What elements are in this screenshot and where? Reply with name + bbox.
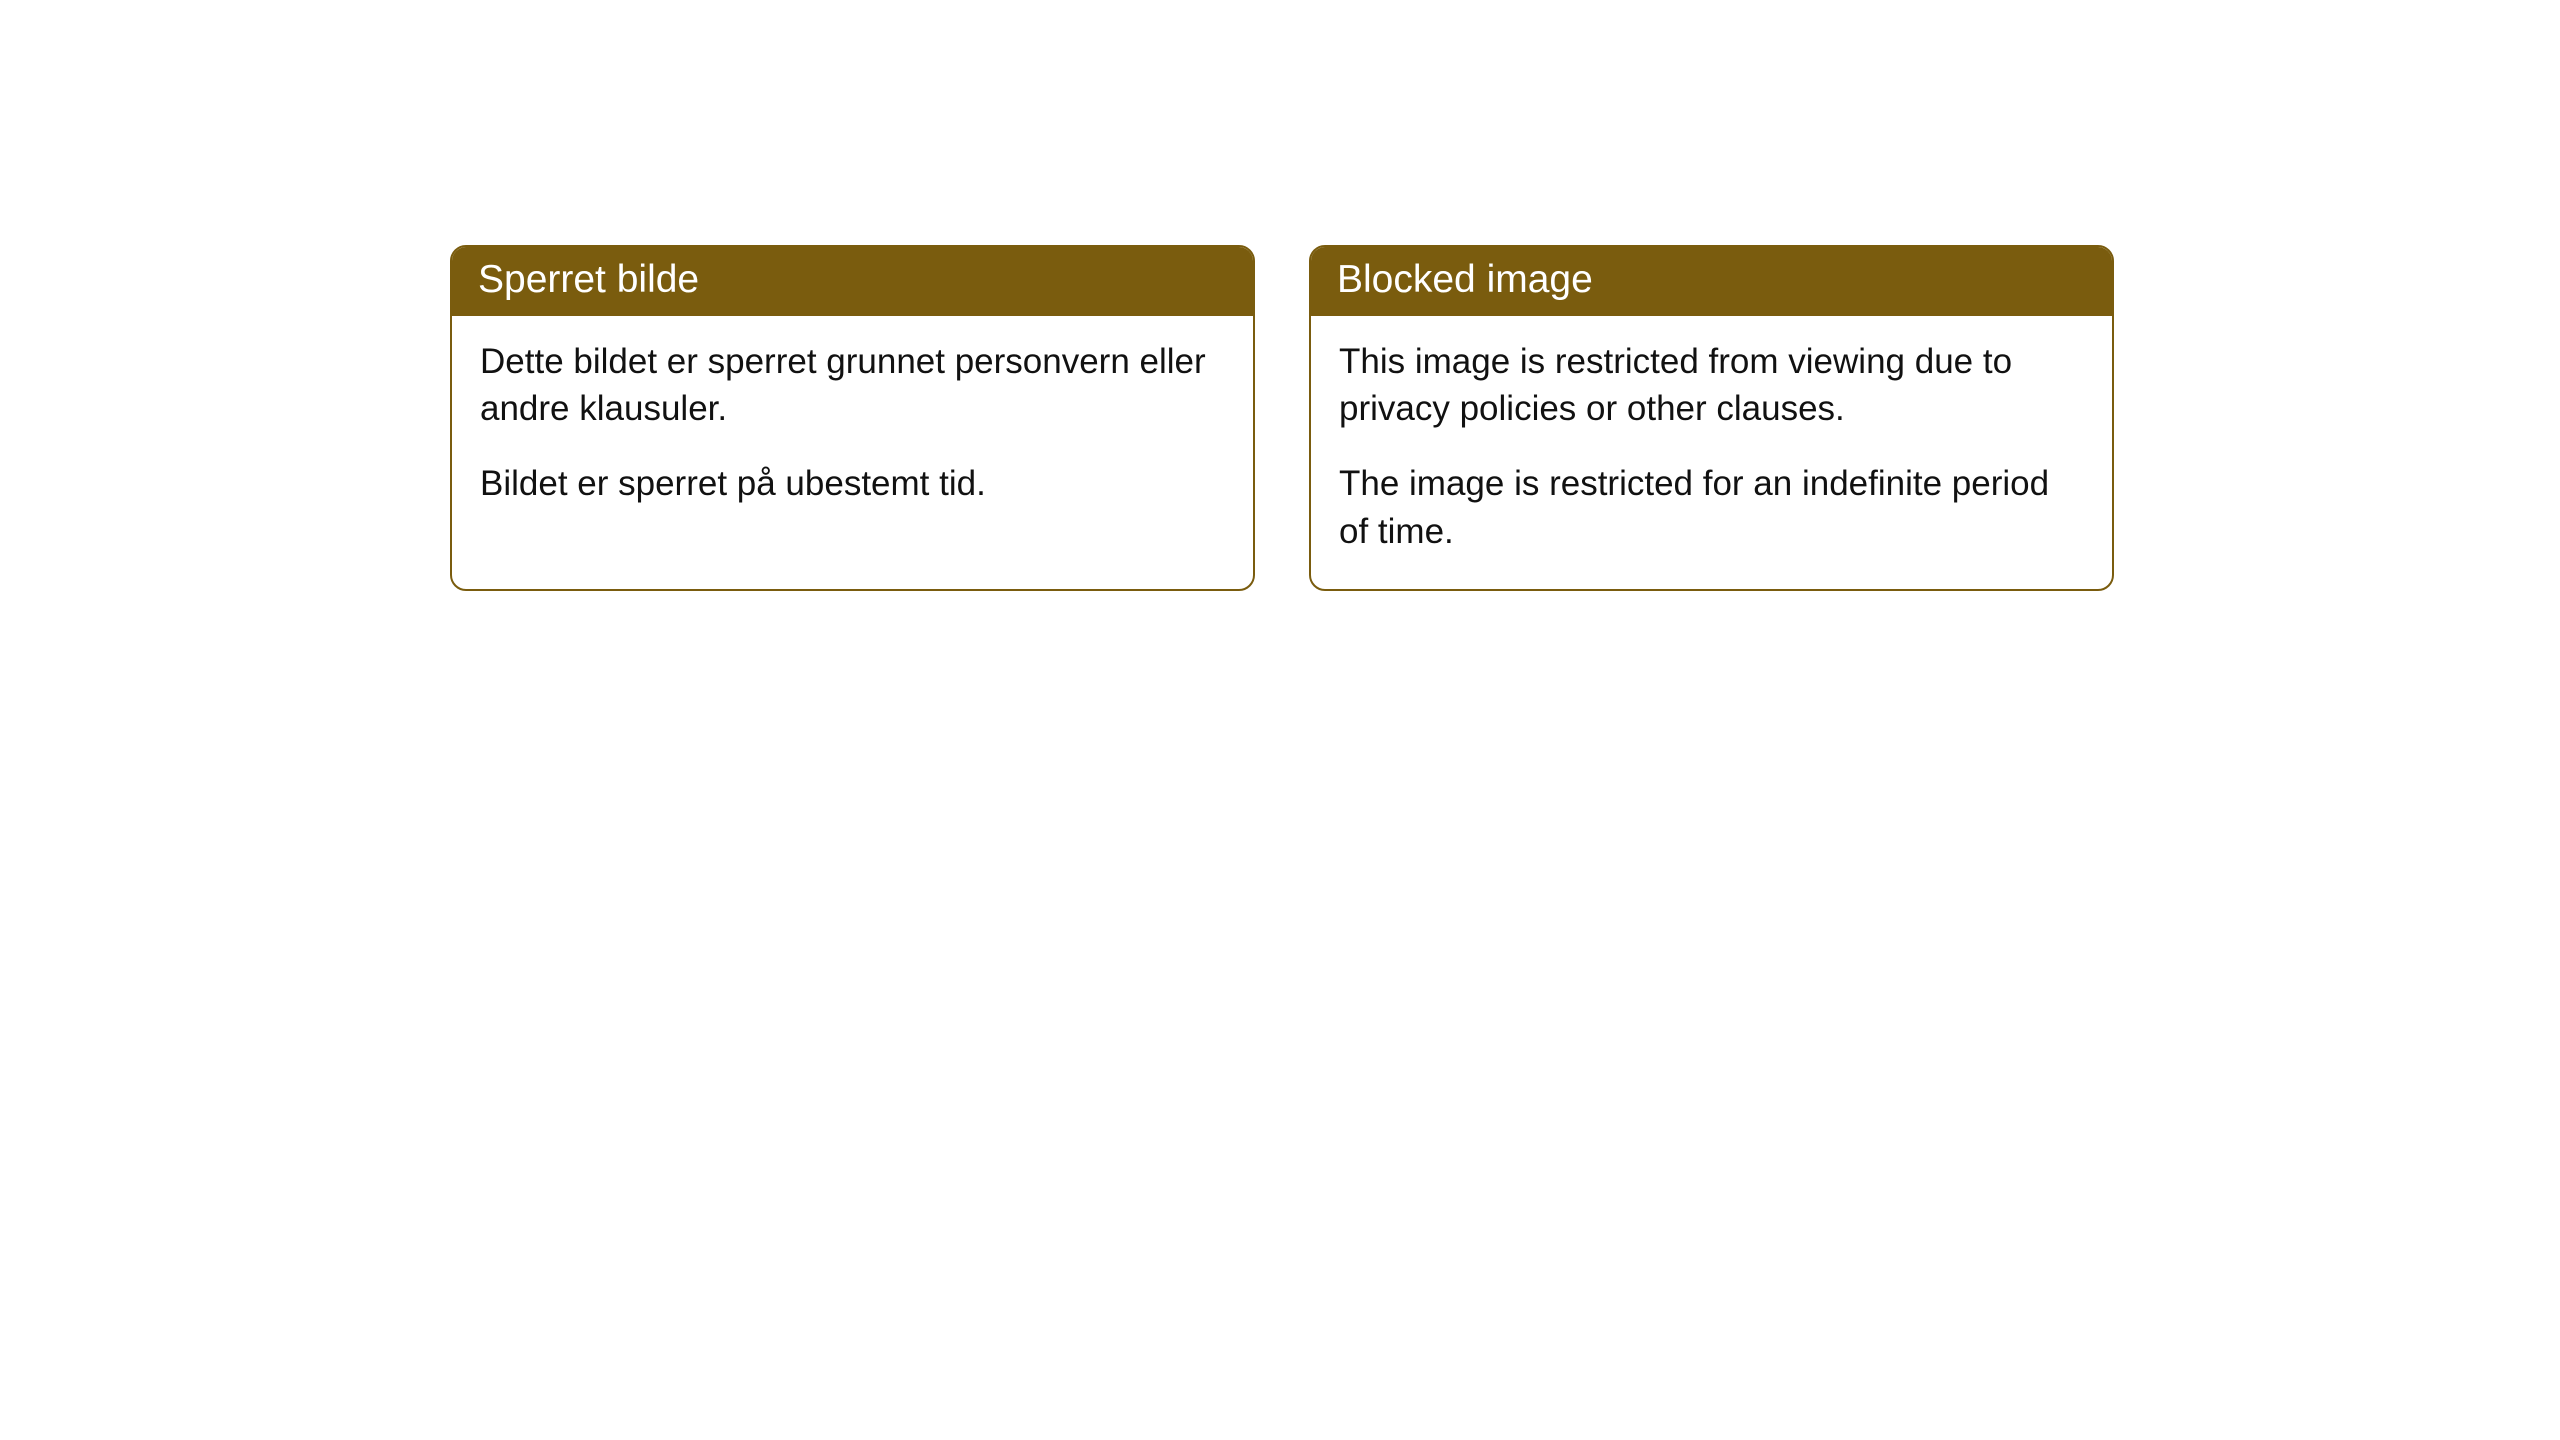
card-text-english-1: This image is restricted from viewing du…	[1339, 338, 2084, 433]
card-norwegian: Sperret bilde Dette bildet er sperret gr…	[450, 245, 1255, 591]
card-body-english: This image is restricted from viewing du…	[1311, 316, 2112, 589]
card-text-norwegian-1: Dette bildet er sperret grunnet personve…	[480, 338, 1225, 433]
card-english: Blocked image This image is restricted f…	[1309, 245, 2114, 591]
card-body-norwegian: Dette bildet er sperret grunnet personve…	[452, 316, 1253, 542]
cards-wrapper: Sperret bilde Dette bildet er sperret gr…	[450, 245, 2114, 591]
card-header-english: Blocked image	[1311, 247, 2112, 316]
card-text-norwegian-2: Bildet er sperret på ubestemt tid.	[480, 460, 1225, 507]
card-header-norwegian: Sperret bilde	[452, 247, 1253, 316]
card-text-english-2: The image is restricted for an indefinit…	[1339, 460, 2084, 555]
